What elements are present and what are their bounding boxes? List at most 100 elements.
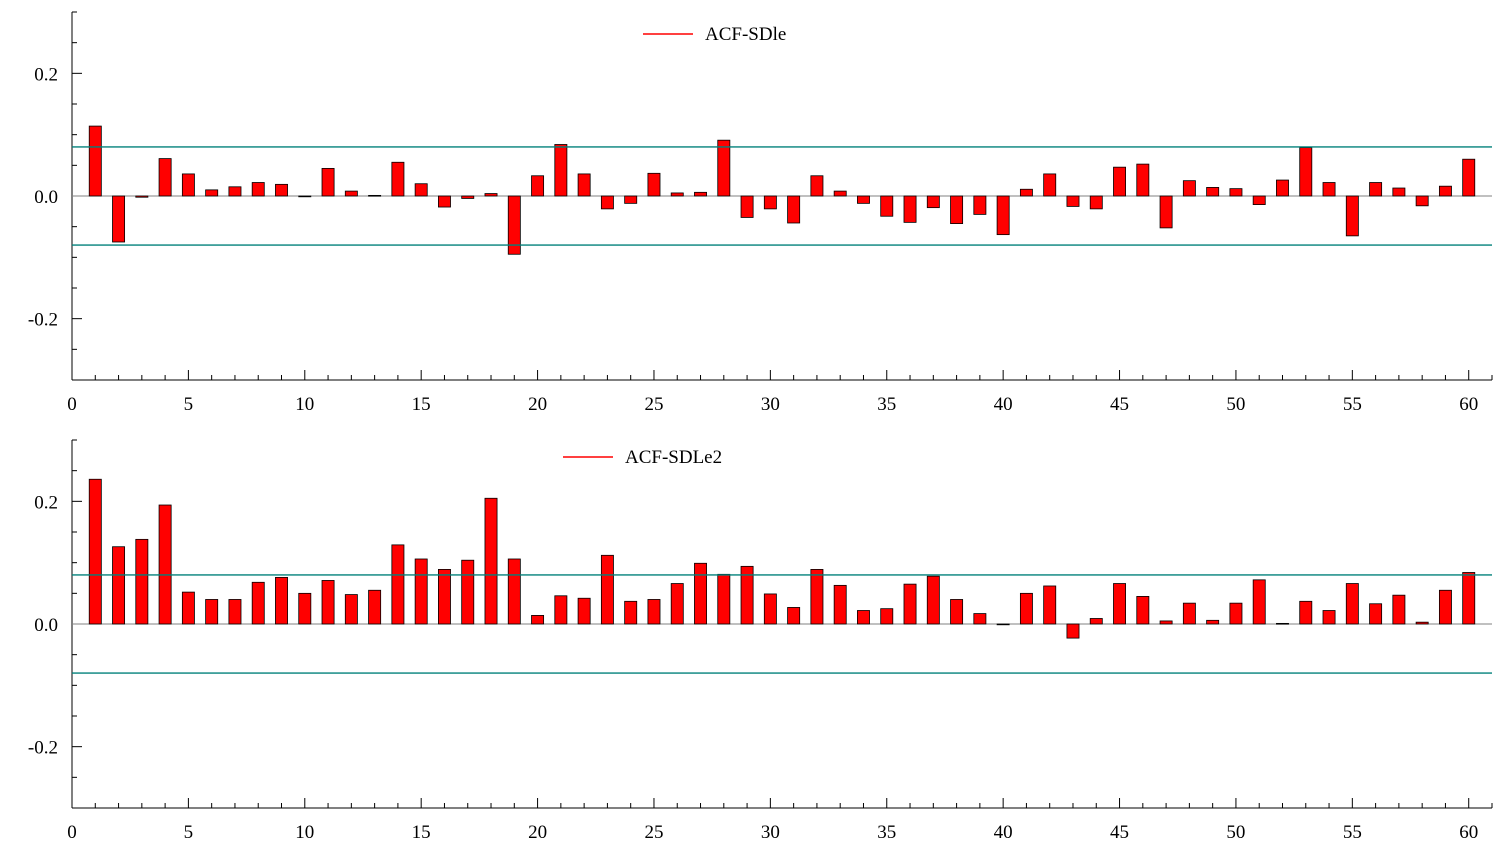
acf-bar xyxy=(1276,179,1289,197)
acf-bar xyxy=(926,575,940,625)
x-tick-label: 15 xyxy=(412,394,431,415)
x-tick-label: 15 xyxy=(412,822,431,843)
x-tick-label: 0 xyxy=(67,394,77,415)
acf-bar xyxy=(1066,623,1080,639)
acf-bar xyxy=(391,544,405,625)
acf-bar xyxy=(624,600,638,625)
acf-bar xyxy=(112,195,126,243)
acf-bar xyxy=(670,583,684,625)
legend-label: ACF-SDle xyxy=(705,24,786,45)
acf-bar xyxy=(1019,592,1033,625)
acf-bar xyxy=(810,175,824,197)
acf-bar xyxy=(554,595,568,625)
acf-bar xyxy=(1113,583,1126,625)
acf-bar xyxy=(507,558,521,625)
x-tick-label: 25 xyxy=(644,822,663,843)
acf-bar xyxy=(903,195,917,223)
x-tick-label: 45 xyxy=(1110,394,1129,415)
acf-bar xyxy=(531,175,545,197)
acf-bar xyxy=(135,195,149,198)
x-tick-label: 60 xyxy=(1459,394,1478,415)
acf-bar xyxy=(694,562,707,625)
acf-bar xyxy=(810,569,824,625)
acf-bar xyxy=(880,195,894,217)
x-tick-label: 55 xyxy=(1343,822,1362,843)
acf-bar xyxy=(344,594,358,625)
acf-bar xyxy=(1345,195,1359,237)
x-tick-label: 60 xyxy=(1459,822,1478,843)
acf-bar xyxy=(1415,621,1429,625)
x-tick-label: 35 xyxy=(877,822,896,843)
acf-bar xyxy=(1276,622,1289,625)
x-tick-label: 40 xyxy=(994,394,1013,415)
acf-bar xyxy=(298,195,312,198)
acf-bar xyxy=(438,569,451,625)
acf-bar xyxy=(577,173,591,197)
acf-bar xyxy=(903,583,917,625)
acf-bar xyxy=(1299,147,1313,197)
acf-bar xyxy=(368,194,382,197)
acf-bar xyxy=(740,195,754,218)
acf-bar xyxy=(391,161,405,197)
acf-bar xyxy=(717,139,731,197)
acf-bar xyxy=(1043,585,1057,625)
acf-bar xyxy=(321,167,335,197)
acf-bar xyxy=(1415,195,1429,207)
acf-bar xyxy=(1322,610,1336,625)
acf-bar xyxy=(158,504,172,625)
x-tick-label: 50 xyxy=(1226,394,1245,415)
acf-bar xyxy=(670,192,684,197)
acf-bar xyxy=(624,195,638,204)
x-tick-label: 20 xyxy=(528,822,547,843)
acf-bar xyxy=(205,599,219,625)
y-tick-label: 0.2 xyxy=(34,492,58,513)
x-tick-label: 50 xyxy=(1226,822,1245,843)
acf-bar xyxy=(740,565,754,625)
acf-bar xyxy=(996,195,1010,236)
acf-bar xyxy=(694,191,707,197)
acf-bar xyxy=(1345,583,1359,625)
acf-bar xyxy=(1392,594,1406,625)
acf-bar xyxy=(1322,182,1336,197)
acf-bar xyxy=(1252,195,1266,205)
acf-bar xyxy=(950,599,964,625)
acf-bar xyxy=(926,195,940,209)
x-tick-label: 30 xyxy=(761,394,780,415)
acf-bar xyxy=(438,195,451,208)
acf-bar xyxy=(251,182,265,197)
acf-bar xyxy=(1438,185,1452,197)
acf-bar xyxy=(1462,572,1476,625)
acf-bar xyxy=(857,195,870,204)
acf-bar xyxy=(1229,188,1243,197)
acf-bar xyxy=(298,592,312,625)
acf-bar xyxy=(787,195,801,224)
acf-bar xyxy=(461,195,475,199)
x-tick-label: 30 xyxy=(761,822,780,843)
acf-bar xyxy=(996,623,1010,626)
acf-bar xyxy=(1462,158,1476,197)
acf-bar xyxy=(1136,596,1150,625)
acf-bar xyxy=(158,158,172,197)
acf-bar xyxy=(484,193,498,197)
acf-bar xyxy=(1089,618,1103,625)
x-tick-label: 5 xyxy=(184,822,194,843)
acf-bar xyxy=(1182,602,1196,625)
y-tick-label: 0.2 xyxy=(34,64,58,85)
acf-bar xyxy=(600,554,614,625)
acf-bar xyxy=(1159,620,1173,625)
acf-bar xyxy=(88,125,102,197)
acf-bar xyxy=(1392,187,1406,197)
acf-bar xyxy=(112,546,126,625)
y-tick-label: -0.2 xyxy=(28,310,58,331)
acf-bar xyxy=(507,195,521,255)
x-tick-label: 10 xyxy=(295,822,314,843)
acf-bar xyxy=(1438,589,1452,625)
acf-bar xyxy=(1369,182,1383,197)
x-tick-label: 35 xyxy=(877,394,896,415)
x-tick-label: 25 xyxy=(644,394,663,415)
acf-bar xyxy=(763,195,777,210)
x-tick-label: 0 xyxy=(67,822,77,843)
acf-bar xyxy=(600,195,614,210)
acf-bar xyxy=(717,573,731,625)
acf-bar xyxy=(1229,602,1243,625)
